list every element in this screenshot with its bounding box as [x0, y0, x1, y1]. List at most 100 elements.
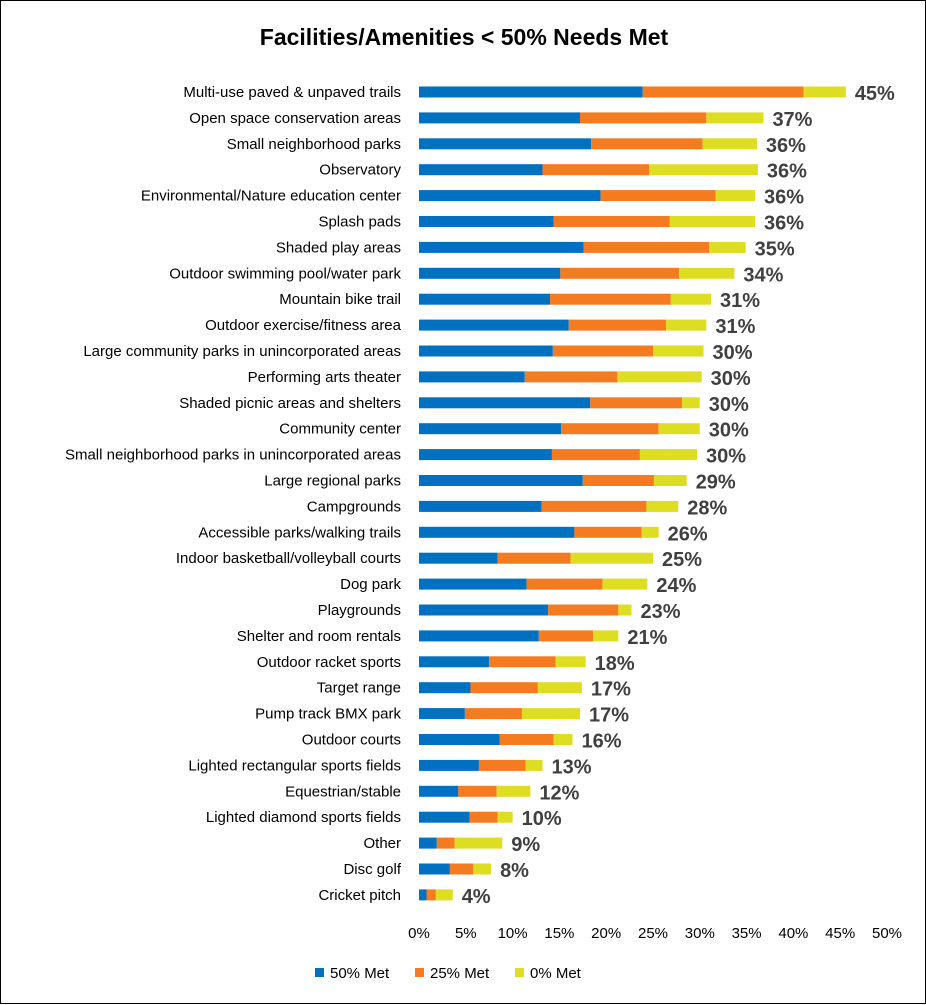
total-label: 30%	[711, 368, 751, 390]
category-label: Open space conservation areas	[189, 110, 401, 127]
bar-segment-0-met	[641, 526, 659, 538]
bar-segment-25-met	[600, 190, 716, 202]
bar-segment-50-met	[419, 475, 583, 486]
total-label: 24%	[656, 575, 696, 597]
bar-segment-25-met	[426, 889, 436, 901]
total-label: 30%	[709, 420, 749, 442]
bar-segment-0-met	[435, 889, 453, 901]
legend-label: 0% Met	[530, 965, 582, 982]
bar-segment-25-met	[458, 785, 497, 797]
total-label: 31%	[720, 290, 760, 312]
total-label: 45%	[855, 83, 895, 105]
bar-segment-0-met	[666, 319, 707, 331]
x-tick-label: 15%	[544, 925, 574, 942]
bar-segment-50-met	[419, 423, 562, 435]
total-label: 4%	[462, 886, 491, 908]
total-label: 9%	[511, 834, 540, 856]
category-label: Observatory	[319, 162, 401, 179]
bar-segment-50-met	[419, 293, 551, 305]
total-label: 21%	[627, 627, 667, 649]
bar-segment-50-met	[419, 889, 427, 901]
legend-swatch	[515, 968, 524, 977]
x-tick-label: 40%	[778, 925, 808, 942]
category-label: Outdoor swimming pool/water park	[169, 265, 401, 282]
bar-segment-50-met	[419, 578, 527, 590]
bar-segment-25-met	[497, 552, 571, 564]
bar-segment-25-met	[590, 397, 683, 409]
x-tick-label: 25%	[638, 925, 668, 942]
bar-segment-50-met	[419, 604, 549, 616]
bar-segment-0-met	[669, 216, 756, 227]
category-label: Playgrounds	[318, 602, 401, 619]
x-tick-label: 0%	[408, 925, 430, 942]
bar-segment-0-met	[653, 345, 704, 357]
bar-segment-25-met	[499, 734, 554, 745]
total-label: 23%	[640, 601, 680, 623]
bar-segment-0-met	[602, 578, 648, 590]
total-label: 25%	[662, 549, 702, 571]
legend-swatch	[415, 968, 424, 977]
category-label: Other	[363, 835, 401, 852]
bar-segment-0-met	[706, 112, 764, 124]
bar-segment-50-met	[419, 345, 553, 357]
total-label: 8%	[500, 860, 529, 882]
bar-segment-50-met	[419, 86, 643, 98]
bar-segment-25-met	[582, 475, 654, 486]
bar-segment-0-met	[570, 552, 653, 564]
bar-segment-50-met	[419, 682, 471, 694]
category-label: Dog park	[340, 576, 401, 593]
total-label: 28%	[687, 497, 727, 519]
category-label: Mountain bike trail	[279, 291, 401, 308]
category-label: Shelter and room rentals	[237, 628, 401, 645]
total-label: 36%	[764, 187, 804, 209]
bar-segment-0-met	[525, 759, 543, 771]
total-label: 35%	[755, 238, 795, 260]
bar-segment-25-met	[591, 138, 703, 150]
total-label: 29%	[696, 472, 736, 494]
bar-segment-50-met	[419, 112, 580, 124]
bar-segment-25-met	[478, 759, 526, 771]
category-label: Splash pads	[318, 214, 401, 231]
total-label: 30%	[706, 446, 746, 468]
total-label: 17%	[591, 679, 631, 701]
category-label: Target range	[317, 680, 401, 697]
category-label: Small neighborhood parks	[227, 136, 401, 153]
bar-segment-25-met	[574, 526, 642, 538]
bar-segment-50-met	[419, 500, 542, 512]
legend-swatch	[315, 968, 324, 977]
category-label: Lighted rectangular sports fields	[188, 757, 401, 774]
category-labels: Multi-use paved & unpaved trails Open spa…	[65, 84, 402, 904]
bar-segment-50-met	[419, 734, 500, 745]
bar-segment-50-met	[419, 397, 591, 409]
category-label: Shaded play areas	[276, 239, 401, 256]
bar-segment-25-met	[542, 164, 650, 176]
bar-segment-0-met	[553, 734, 573, 745]
bar-segment-0-met	[521, 708, 580, 720]
bar-segment-0-met	[593, 630, 619, 642]
category-label: Large regional parks	[264, 473, 401, 490]
category-label: Disc golf	[343, 861, 401, 878]
bar-segment-50-met	[419, 708, 465, 720]
total-label: 34%	[743, 264, 783, 286]
total-labels: 45% 37% 36% 36% 36% 36% 35% 34% 31% 31% 30% 30% 30% 3…	[462, 83, 895, 908]
category-label: Cricket pitch	[318, 887, 401, 904]
category-label: Multi-use paved & unpaved trails	[183, 84, 401, 101]
bar-segment-0-met	[679, 267, 735, 279]
bar-segment-25-met	[550, 293, 671, 305]
bar-segment-25-met	[551, 449, 640, 461]
bar-segment-25-met	[552, 345, 653, 357]
bar-segment-0-met	[496, 785, 531, 797]
total-label: 30%	[713, 342, 753, 364]
bar-segment-0-met	[653, 475, 687, 486]
chart-title: Facilities/Amenities < 50% Needs Met	[260, 24, 669, 50]
bar-segment-0-met	[454, 837, 503, 849]
x-tick-label: 35%	[732, 925, 762, 942]
category-label: Small neighborhood parks in unincorporat…	[65, 447, 401, 464]
total-label: 16%	[582, 731, 622, 753]
total-label: 31%	[715, 316, 755, 338]
total-label: 12%	[539, 782, 579, 804]
bar-segment-50-met	[419, 552, 498, 564]
bar-segment-0-met	[658, 423, 700, 435]
